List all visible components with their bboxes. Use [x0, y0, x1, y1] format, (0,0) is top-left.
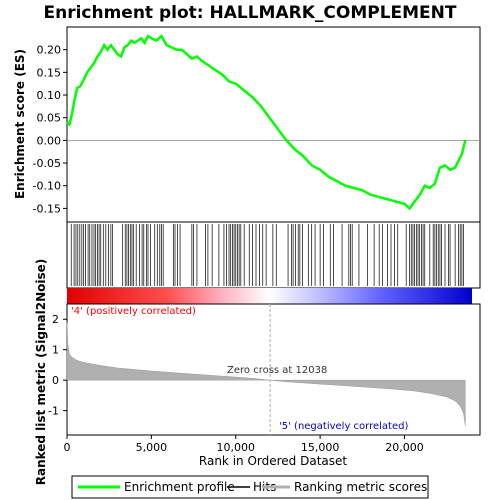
zero-cross-label: Zero cross at 12038 [227, 365, 327, 376]
es-y-tick-label: 0.10 [37, 89, 62, 102]
x-tick-label: 5,000 [136, 441, 168, 454]
x-tick-label: 15,000 [301, 441, 340, 454]
es-y-tick-label: 0.15 [37, 66, 62, 79]
legend-profile-label: Enrichment profile [124, 480, 235, 494]
x-ticks: 0 5,000 10,000 15,000 20,000 [64, 435, 424, 454]
enrichment-profile-line [66, 34, 467, 211]
metric-y-tick-label: 0 [52, 374, 59, 387]
rank-color-bar [67, 288, 472, 304]
es-y-tick-label: -0.05 [33, 157, 61, 170]
metric-y-axis-label: Ranked list metric (Signal2Noise) [34, 259, 48, 486]
metric-y-tick-label: 1 [52, 344, 59, 357]
es-y-tick-label: 0.05 [37, 112, 62, 125]
x-tick-label: 10,000 [217, 441, 256, 454]
chart-title: Enrichment plot: HALLMARK_COMPLEMENT [43, 3, 456, 23]
es-y-tick-label: -0.15 [33, 202, 61, 215]
es-y-ticks: 0.20 0.15 0.10 0.05 0.00 -0.05 -0.10 -0.15 [33, 44, 67, 215]
hits-markers [70, 224, 464, 286]
es-y-tick-label: 0.20 [37, 44, 62, 57]
metric-y-tick-label: 2 [52, 313, 59, 326]
es-y-tick-label: -0.10 [33, 180, 61, 193]
x-tick-label: 0 [64, 441, 71, 454]
es-y-tick-label: 0.00 [37, 134, 62, 147]
x-axis-label: Rank in Ordered Dataset [199, 454, 347, 468]
positive-correlated-label: '4' (positively correlated) [71, 306, 196, 317]
es-y-axis-label: Enrichment score (ES) [13, 49, 27, 199]
metric-y-tick-label: -1 [48, 405, 59, 418]
x-tick-label: 20,000 [385, 441, 424, 454]
negative-correlated-label: '5' (negatively correlated) [279, 421, 408, 432]
legend-metric-label: Ranking metric scores [294, 480, 427, 494]
metric-y-ticks: 2 1 0 -1 [48, 313, 67, 418]
